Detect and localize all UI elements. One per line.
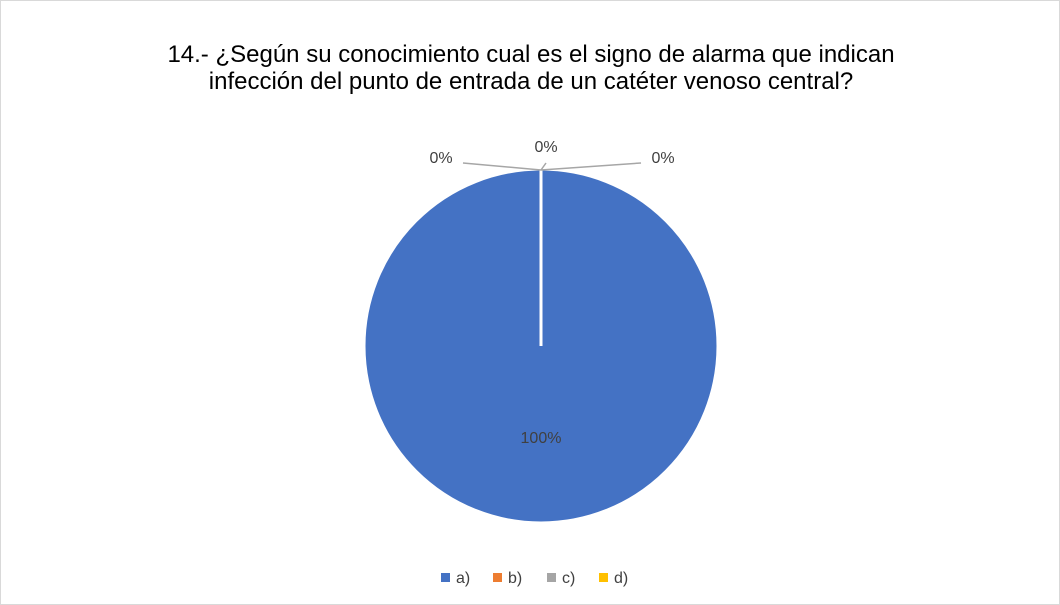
legend-swatch: [441, 573, 450, 582]
data-label: 0%: [651, 150, 674, 167]
data-label: 100%: [521, 430, 562, 447]
legend-swatch: [547, 573, 556, 582]
legend-label: c): [562, 570, 575, 587]
data-label: 0%: [429, 150, 452, 167]
data-label: 0%: [534, 139, 557, 156]
leader-line: [540, 162, 547, 171]
leader-line: [462, 162, 542, 171]
legend-label: b): [508, 570, 522, 587]
legend-label: a): [456, 570, 470, 587]
chart-title: 14.- ¿Según su conocimiento cual es el s…: [167, 41, 895, 95]
legend-label: d): [614, 570, 628, 587]
legend-swatch: [493, 573, 502, 582]
leader-line: [540, 162, 642, 171]
legend-swatch: [599, 573, 608, 582]
